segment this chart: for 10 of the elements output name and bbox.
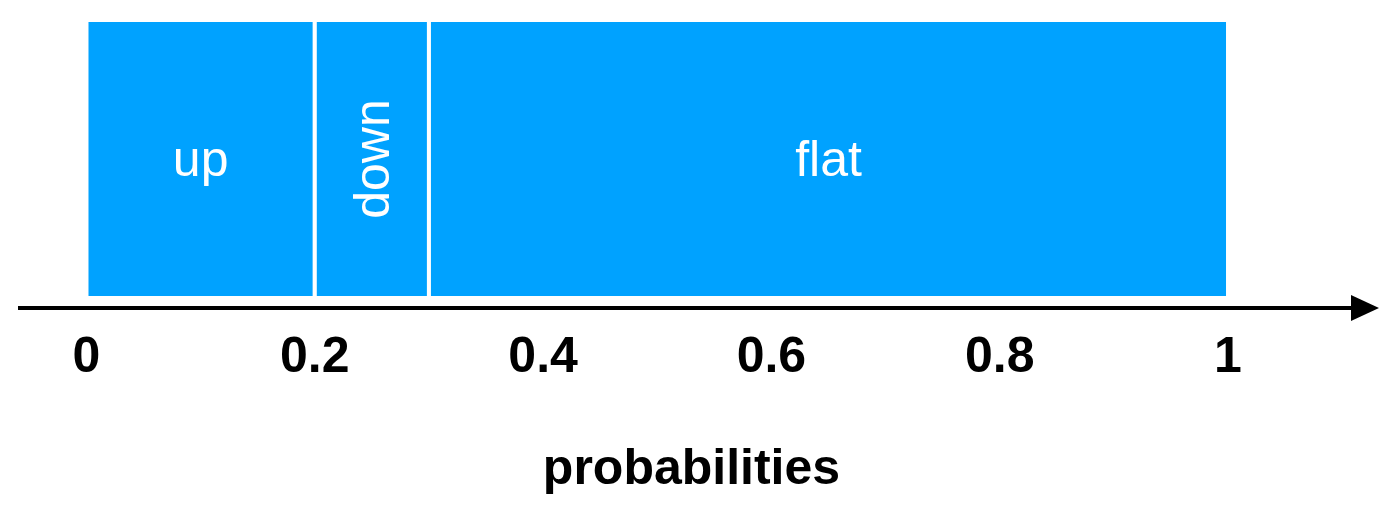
series-label: up bbox=[172, 131, 229, 187]
x-tick-label: 0.8 bbox=[964, 326, 1035, 383]
series-label: flat bbox=[795, 131, 862, 187]
x-tick-label: 0.4 bbox=[508, 326, 579, 383]
x-tick-label: 1 bbox=[1214, 326, 1242, 383]
x-tick-label: 0.6 bbox=[736, 326, 807, 383]
x-tick-label: 0.2 bbox=[280, 326, 350, 383]
x-tick-label: 0 bbox=[72, 326, 101, 383]
x-axis-title: probabilities bbox=[542, 439, 841, 495]
series-label: down bbox=[343, 99, 400, 219]
